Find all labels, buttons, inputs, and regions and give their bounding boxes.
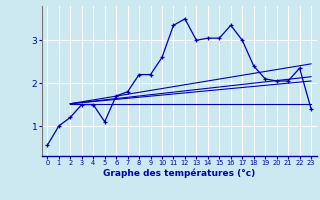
X-axis label: Graphe des températures (°c): Graphe des températures (°c) [103,169,255,178]
